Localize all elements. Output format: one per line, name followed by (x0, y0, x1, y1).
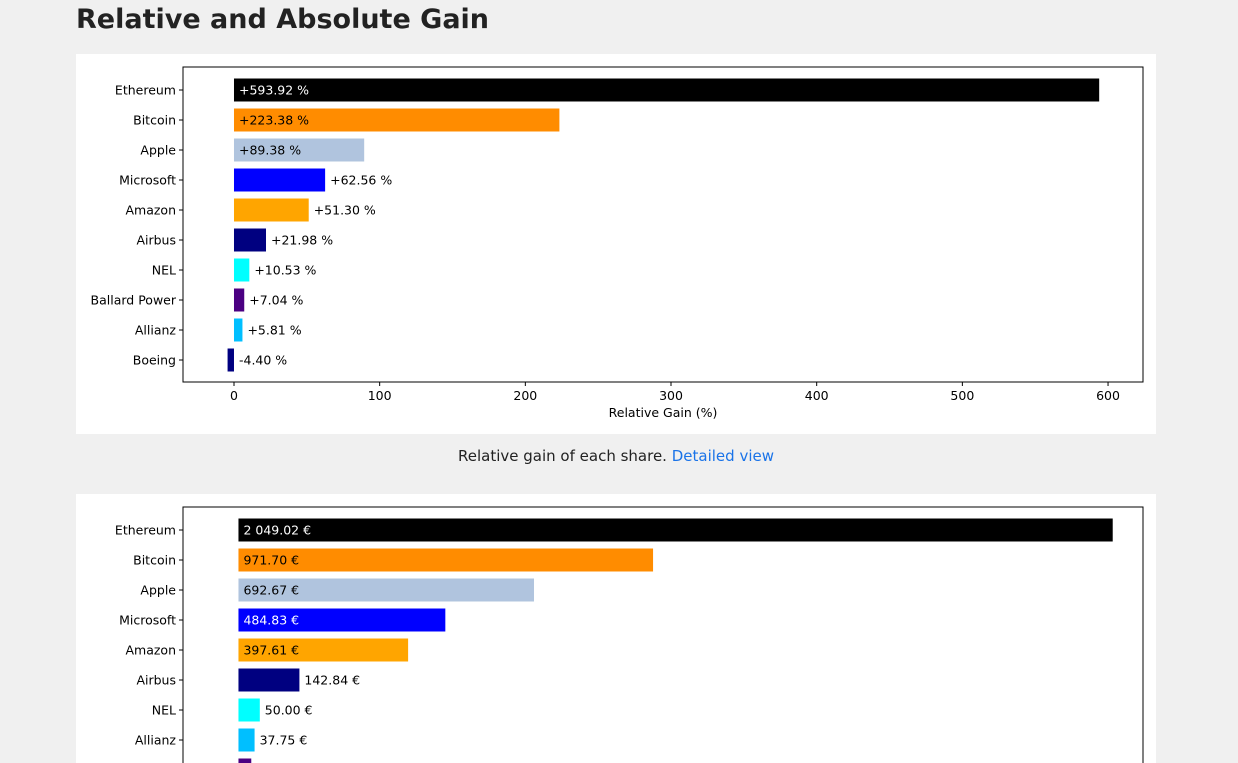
bar-nel (233, 258, 250, 282)
data-label-allianz: 37.75 € (260, 733, 308, 748)
bar-amazon (233, 198, 309, 222)
y-tick-label-microsoft: Microsoft (119, 173, 176, 188)
bar-bitcoin (233, 108, 560, 132)
x-axis-label: Relative Gain (%) (609, 405, 718, 420)
data-label-microsoft: +62.56 % (330, 173, 392, 188)
plot-frame (182, 506, 1144, 763)
x-tick-label-300: 300 (659, 388, 683, 403)
data-label-bitcoin: +223.38 % (239, 113, 309, 128)
relative-gain-chart-panel: Ethereum +593.92 % Bitcoin +223.38 % Apple +8… (76, 54, 1156, 434)
bar-bitcoin (238, 548, 654, 572)
y-tick-label-bitcoin: Bitcoin (133, 553, 176, 568)
y-tick-label-apple: Apple (140, 143, 176, 158)
bar-allianz (238, 728, 255, 752)
data-label-ballard-power: +7.04 % (249, 293, 303, 308)
data-label-boeing: -4.40 % (239, 353, 287, 368)
page-title: Relative and Absolute Gain (76, 4, 490, 35)
bar-microsoft (238, 608, 446, 632)
x-tick-label-400: 400 (805, 388, 829, 403)
caption-text: Relative gain of each share. (458, 447, 667, 465)
data-label-apple: +89.38 % (239, 143, 301, 158)
bar-unlabeled (238, 758, 252, 763)
y-tick-label-airbus: Airbus (136, 673, 176, 688)
bar-apple (238, 578, 535, 602)
bar-nel (238, 698, 260, 722)
data-label-airbus: +21.98 % (271, 233, 333, 248)
data-label-microsoft: 484.83 € (243, 613, 299, 628)
bar-airbus (238, 668, 300, 692)
x-tick-label-600: 600 (1096, 388, 1120, 403)
data-label-nel: 50.00 € (265, 703, 313, 718)
data-label-allianz: +5.81 % (247, 323, 301, 338)
data-label-apple: 692.67 € (243, 583, 299, 598)
x-tick-label-200: 200 (513, 388, 537, 403)
absolute-gain-chart: Ethereum 2 049.02 € Bitcoin 971.70 € Apple 69… (115, 506, 1144, 763)
y-tick-label-ballard-power: Ballard Power (91, 293, 177, 308)
y-tick-label-amazon: Amazon (125, 643, 176, 658)
bar-ethereum (233, 78, 1100, 102)
y-tick-label-allianz: Allianz (135, 323, 177, 338)
data-label-amazon: 397.61 € (243, 643, 299, 658)
data-label-ethereum: 2 049.02 € (243, 523, 311, 538)
y-tick-label-bitcoin: Bitcoin (133, 113, 176, 128)
x-tick-label-100: 100 (368, 388, 392, 403)
data-label-bitcoin: 971.70 € (243, 553, 299, 568)
data-label-airbus: 142.84 € (304, 673, 360, 688)
data-label-ethereum: +593.92 % (239, 83, 309, 98)
plot-frame (182, 66, 1144, 383)
bar-amazon (238, 638, 409, 662)
y-tick-label-allianz: Allianz (135, 733, 177, 748)
relative-gain-chart: Ethereum +593.92 % Bitcoin +223.38 % Apple +8… (91, 66, 1144, 420)
data-label-nel: +10.53 % (254, 263, 316, 278)
y-tick-label-nel: NEL (152, 263, 176, 278)
x-tick-label-0: 0 (230, 388, 238, 403)
bar-ethereum (238, 518, 1113, 542)
bar-boeing (227, 348, 234, 372)
bar-airbus (233, 228, 267, 252)
x-tick-label-500: 500 (950, 388, 974, 403)
y-tick-label-microsoft: Microsoft (119, 613, 176, 628)
bar-allianz (233, 318, 243, 342)
y-tick-label-apple: Apple (140, 583, 176, 598)
detailed-view-link[interactable]: Detailed view (671, 447, 774, 465)
bar-ballard-power (233, 288, 245, 312)
chart-caption: Relative gain of each share. Detailed vi… (76, 447, 1156, 465)
absolute-gain-chart-panel: Ethereum 2 049.02 € Bitcoin 971.70 € Apple 69… (76, 494, 1156, 763)
y-tick-label-amazon: Amazon (125, 203, 176, 218)
y-tick-label-boeing: Boeing (133, 353, 176, 368)
data-label-amazon: +51.30 % (314, 203, 376, 218)
y-tick-label-airbus: Airbus (136, 233, 176, 248)
bar-apple (233, 138, 365, 162)
bar-microsoft (233, 168, 326, 192)
y-tick-label-ethereum: Ethereum (115, 83, 176, 98)
y-tick-label-ethereum: Ethereum (115, 523, 176, 538)
y-tick-label-nel: NEL (152, 703, 176, 718)
